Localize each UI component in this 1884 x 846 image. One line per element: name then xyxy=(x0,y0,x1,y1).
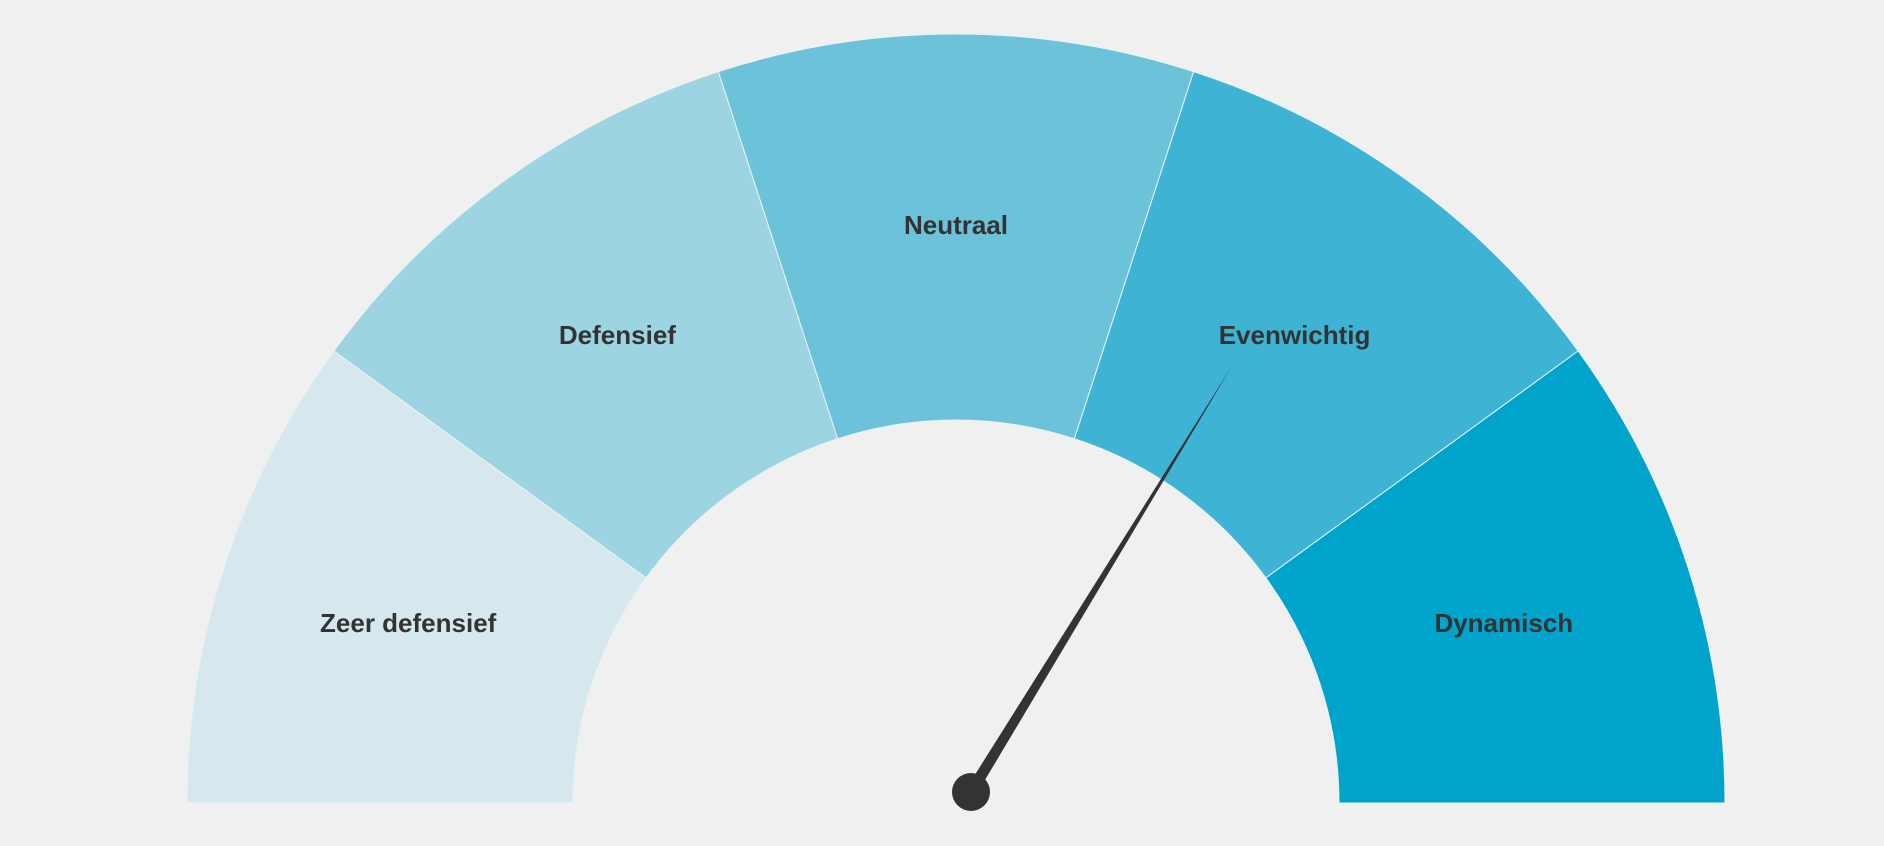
gauge-segment xyxy=(1073,71,1579,579)
gauge-segment xyxy=(333,71,839,579)
segment-label: Dynamisch xyxy=(1434,608,1573,638)
segment-label: Neutraal xyxy=(904,210,1008,240)
needle xyxy=(966,366,1232,795)
needle-pivot xyxy=(952,773,990,811)
segments xyxy=(186,33,1726,804)
gauge-segment xyxy=(717,33,1195,440)
segment-label: Evenwichtig xyxy=(1219,320,1371,350)
labels: Zeer defensief Defensief Neutraal Evenwicht… xyxy=(320,210,1573,638)
gauge-segment xyxy=(186,350,647,804)
gauge-segment xyxy=(1265,350,1726,804)
segment-label: Defensief xyxy=(559,320,676,350)
segment-label: Zeer defensief xyxy=(320,608,497,638)
